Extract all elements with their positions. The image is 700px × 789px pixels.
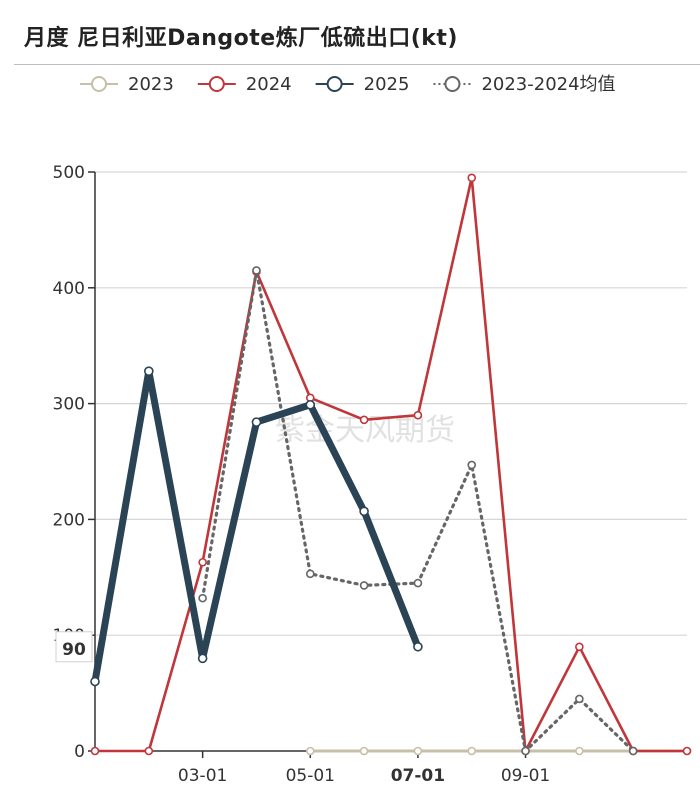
point-2025-01-01 [90,676,100,687]
highlight-y-box [55,631,93,663]
point-2025-05-01 [305,399,316,410]
xtick-label-09-01: 09-01 [501,766,550,786]
point-2023-06-01 [359,746,369,756]
point-2023-2024均值-10-01 [575,694,584,704]
legend: 2023 2024 2025 2023-2024均值 [80,74,616,95]
point-2023-2024均值-08-01 [467,460,477,470]
ytick-label-500: 500 [53,163,85,183]
point-2023-2024均值-05-01 [305,569,315,579]
legend-swatch-marker [91,76,107,92]
ytick-label-400: 400 [53,279,85,299]
legend-swatch-marker [326,76,343,92]
point-2023-08-01 [467,746,477,756]
legend-label: 2023-2024均值 [481,74,615,95]
legend-item-2024: 2024 [197,74,292,95]
point-2025-07-01 [413,641,423,652]
xtick-label-03-01: 03-01 [178,766,227,786]
point-2023-2024均值-11-01 [628,746,638,756]
point-2023-2024均值-04-01 [252,266,261,275]
series-line-2024 [93,176,689,753]
point-2023-10-01 [575,746,584,756]
legend-item-2023: 2023 [80,74,174,95]
point-2023-05-01 [305,746,315,756]
point-2024-07-01 [413,410,423,420]
legend-label: 2023 [128,74,174,95]
point-2024-01-01 [90,746,100,756]
ytick-label-200: 200 [53,510,85,530]
xtick-label-07-01: 07-01 [391,766,445,786]
highlight-layer: 90 [55,631,93,663]
point-2023-2024均值-09-01 [521,746,530,756]
series-line-2023-2024均值 [201,268,635,753]
grid-lines [95,171,687,636]
legend-item-2025: 2025 [315,74,410,95]
point-2024-06-01 [359,415,369,425]
ytick-label-0: 0 [74,742,85,762]
highlight-y-label: 90 [62,640,86,660]
xtick-label-05-01: 05-01 [286,766,335,786]
point-2024-12-01 [682,746,692,756]
point-2023-07-01 [413,746,423,756]
point-2023-2024均值-07-01 [413,578,423,588]
legend-label: 2025 [364,74,410,95]
point-2024-03-01 [198,557,207,567]
point-2025-06-01 [359,506,369,517]
ytick-label-300: 300 [53,395,85,415]
series-layer [90,173,692,756]
point-2025-04-01 [251,417,262,427]
point-2025-02-01 [144,366,154,376]
point-2025-03-01 [197,653,208,664]
legend-label: 2024 [246,74,292,95]
chart-title: 月度 尼日利亚Dangote炼厂低硫出口(kt) [24,26,458,51]
point-2024-08-01 [467,173,477,183]
title-divider [14,64,700,65]
point-2023-2024均值-06-01 [359,581,369,590]
point-2024-10-01 [575,642,584,652]
point-2023-2024均值-03-01 [198,593,207,603]
legend-item-2023-2024均值: 2023-2024均值 [433,74,616,95]
legend-swatch-marker [208,76,225,92]
point-2024-02-01 [144,746,154,756]
legend-swatch-marker [444,76,461,92]
